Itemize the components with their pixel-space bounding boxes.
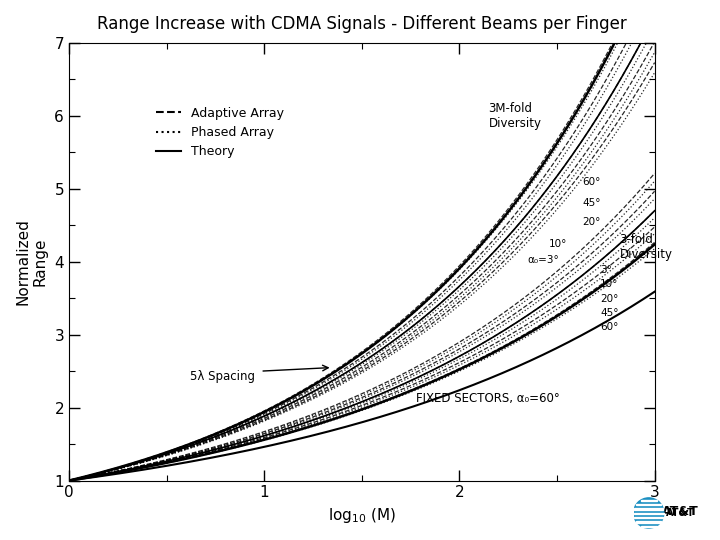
Bar: [634, 517, 663, 518]
Y-axis label: Normalized
Range: Normalized Range: [15, 218, 48, 305]
Text: FIXED SECTORS, α₀=60°: FIXED SECTORS, α₀=60°: [416, 392, 560, 405]
Text: 45°: 45°: [582, 198, 601, 208]
X-axis label: log$_{10}$ (M): log$_{10}$ (M): [328, 506, 396, 525]
Text: 3M-fold
Diversity: 3M-fold Diversity: [489, 102, 541, 130]
Text: 60°: 60°: [582, 177, 600, 187]
Text: 20°: 20°: [582, 217, 600, 227]
Bar: [636, 504, 661, 505]
Text: 45°: 45°: [600, 308, 618, 318]
Title: Range Increase with CDMA Signals - Different Beams per Finger: Range Increase with CDMA Signals - Diffe…: [97, 15, 626, 33]
Text: 5λ Spacing: 5λ Spacing: [190, 370, 255, 383]
Bar: [641, 500, 657, 501]
Circle shape: [634, 498, 664, 528]
Bar: [641, 526, 657, 527]
Text: 20°: 20°: [600, 294, 618, 304]
Text: 3°: 3°: [600, 265, 612, 275]
Text: α₀=3°: α₀=3°: [528, 255, 559, 265]
Text: 10°: 10°: [549, 239, 567, 249]
Bar: [636, 522, 661, 523]
Text: AT&T: AT&T: [666, 508, 695, 518]
Text: AT&T: AT&T: [662, 505, 698, 518]
Text: 3-fold
Diversity: 3-fold Diversity: [619, 233, 672, 261]
Bar: [634, 513, 664, 514]
Bar: [634, 509, 663, 510]
Legend: Adaptive Array, Phased Array, Theory: Adaptive Array, Phased Array, Theory: [151, 102, 289, 163]
Text: 60°: 60°: [600, 322, 618, 332]
Text: 10°: 10°: [600, 279, 618, 289]
